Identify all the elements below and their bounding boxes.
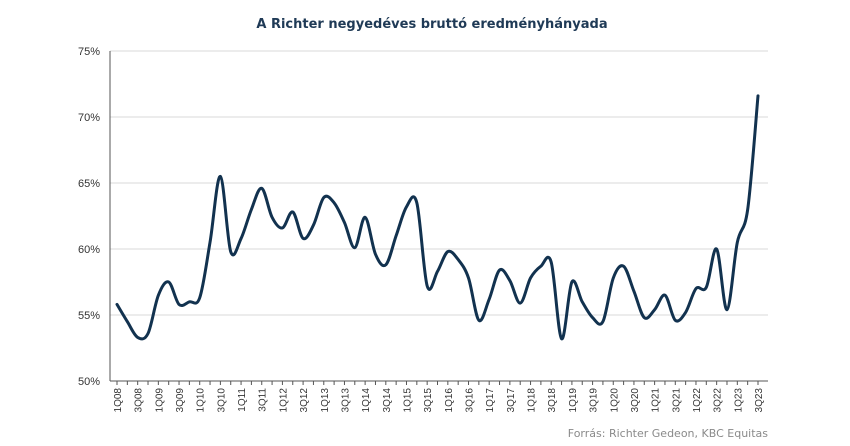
- x-tick-label: 3Q13: [340, 388, 351, 413]
- x-tick-label: 1Q12: [278, 388, 289, 413]
- x-tick-label: 3Q15: [423, 388, 434, 413]
- x-tick-label: 1Q11: [237, 388, 248, 412]
- chart-title: A Richter negyedéves bruttó eredményhány…: [256, 17, 607, 32]
- x-tick-label: 3Q22: [713, 388, 724, 413]
- gridlines: [110, 50, 768, 316]
- x-tick-label: 1Q23: [733, 388, 744, 413]
- x-tick-label: 1Q14: [361, 388, 372, 413]
- x-tick-label: 1Q16: [444, 388, 455, 413]
- x-tick-label: 1Q08: [113, 388, 124, 413]
- x-tick-label: 1Q17: [485, 388, 496, 413]
- x-tick-label: 1Q18: [527, 388, 538, 413]
- x-axis-ticks: 1Q08 3Q08 1Q09 3Q09 1Q10 3Q10 1Q11 3Q11 1Q12 3Q12…: [113, 381, 765, 412]
- x-tick-label: 1Q22: [692, 388, 703, 413]
- x-tick-label: 3Q23: [754, 388, 765, 413]
- x-tick-label: 3Q18: [547, 388, 558, 413]
- series-line: [115, 94, 760, 341]
- x-tick-label: 3Q16: [465, 388, 476, 413]
- x-tick-label: 1Q09: [154, 388, 165, 413]
- y-tick-label: 60%: [78, 244, 100, 256]
- x-tick-label: 3Q10: [216, 388, 227, 413]
- y-tick-label: 65%: [78, 178, 100, 190]
- y-tick-label: 55%: [78, 310, 100, 322]
- x-tick-label: 1Q20: [609, 388, 620, 413]
- x-tick-label: 1Q15: [402, 388, 413, 413]
- y-axis-ticks: 50% 55% 60% 65% 70% 75%: [78, 46, 100, 388]
- x-tick-label: 3Q20: [630, 388, 641, 413]
- x-tick-label: 1Q19: [568, 388, 579, 413]
- x-tick-label: 1Q10: [196, 388, 207, 413]
- x-tick-label: 3Q11: [258, 388, 269, 412]
- x-tick-label: 1Q13: [320, 388, 331, 413]
- x-tick-label: 3Q19: [589, 388, 600, 413]
- x-tick-label: 3Q08: [134, 388, 145, 413]
- x-tick-label: 3Q17: [506, 388, 517, 413]
- x-tick-label: 1Q21: [651, 388, 662, 413]
- source-note: Forrás: Richter Gedeon, KBC Equitas: [568, 427, 769, 440]
- y-tick-label: 75%: [78, 46, 100, 58]
- x-tick-label: 3Q09: [175, 388, 186, 413]
- y-tick-label: 70%: [78, 112, 100, 124]
- x-tick-label: 3Q21: [671, 388, 682, 413]
- x-tick-label: 3Q12: [299, 388, 310, 413]
- x-tick-label: 3Q14: [382, 388, 393, 413]
- y-tick-label: 50%: [78, 376, 100, 388]
